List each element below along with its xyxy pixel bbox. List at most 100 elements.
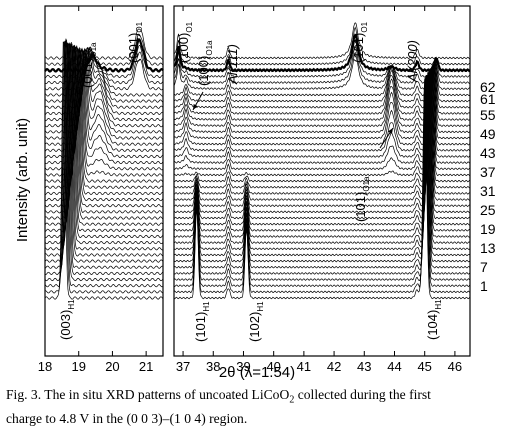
pattern-curve-left [44, 48, 164, 159]
pattern-curve-left [44, 42, 164, 263]
pattern-curve-right [173, 61, 471, 109]
pattern-curve-left [44, 44, 164, 79]
pattern-curve-right [173, 71, 471, 226]
series-label: 49 [480, 126, 496, 142]
x-tick-label: 46 [448, 359, 462, 374]
pattern-curve-left [45, 45, 163, 195]
peak-label: (101)H1 [193, 301, 211, 342]
peak-label: (001)O1a [80, 42, 98, 88]
x-tick-label: 41 [297, 359, 311, 374]
series-label: 62 [480, 79, 496, 95]
pattern-curve-right [173, 38, 471, 78]
pattern-curve-right [173, 71, 471, 214]
peak-label: (102)H1 [247, 301, 265, 342]
peak-label: (101)O1 [351, 21, 369, 63]
pattern-curve-right [173, 75, 471, 244]
diffraction-curves [44, 22, 471, 300]
pattern-curve-right [173, 33, 471, 73]
pattern-curve-left [44, 48, 164, 103]
pattern-curve-left [44, 49, 164, 183]
pattern-curve-left [44, 38, 164, 73]
peak-label: Al(200) [405, 40, 420, 83]
pattern-curve-right [173, 70, 471, 189]
series-label: 19 [480, 221, 496, 237]
pattern-curve-left [44, 46, 164, 97]
peak-label: Al(111) [225, 44, 240, 85]
pattern-curve-right [173, 26, 471, 66]
y-axis-label: Intensity (arb. unit) [14, 118, 31, 242]
pattern-curve-right [173, 78, 471, 287]
pattern-curve-right [173, 66, 471, 164]
peak-label: (101)O1a [353, 176, 371, 222]
panel-right-frame [173, 5, 471, 357]
pattern-curve-left [44, 47, 164, 189]
pattern-curve-left [44, 46, 164, 91]
pattern-curve-left [44, 45, 164, 214]
pattern-curve-left [44, 42, 164, 257]
pattern-curve-left [44, 49, 164, 140]
series-label: 7 [480, 259, 488, 275]
pattern-curve-left [44, 43, 164, 245]
peak-annotations: (001)O1a (001)O1 (100)O1(100)O1a Al(111) (10… [58, 21, 443, 342]
pattern-curve-right [173, 63, 471, 121]
series-label: 31 [480, 183, 496, 199]
pattern-curve-left [44, 43, 164, 232]
x-tick-label: 40 [266, 359, 280, 374]
pattern-curve-left [45, 46, 164, 177]
pattern-curve-left [44, 38, 164, 282]
pattern-curve-right [173, 67, 471, 158]
peak-label: (003)H1 [58, 299, 76, 340]
pattern-curve-right [173, 68, 470, 195]
x-tick-label: 44 [387, 359, 401, 374]
series-label: 37 [480, 164, 496, 180]
pattern-curve-right [173, 22, 470, 60]
pattern-curve-right [173, 68, 471, 177]
pattern-curve-right [173, 60, 471, 103]
pattern-curve-right [173, 60, 471, 97]
pattern-curve-right [173, 72, 471, 238]
pattern-curve-right [173, 78, 471, 275]
pattern-curve-right [174, 67, 471, 183]
pattern-curve-left [44, 44, 164, 220]
series-label: 13 [480, 240, 496, 256]
pattern-curve-left [44, 47, 164, 109]
pattern-curve-left [44, 46, 164, 202]
pattern-curve-left [44, 46, 164, 115]
pattern-curve-right [173, 74, 471, 269]
peak-label: (104)H1 [425, 299, 443, 340]
pattern-curve-left [44, 50, 164, 85]
annotation-arrowhead [388, 128, 393, 134]
pattern-curve-right [173, 73, 471, 220]
x-axis-label: 2θ (λ=1.54) [219, 364, 295, 381]
pattern-curve-left [44, 40, 164, 288]
pattern-curve-left [44, 33, 164, 66]
pattern-curve-right [173, 62, 471, 115]
pattern-curve-right [173, 72, 471, 201]
pattern-curve-right [173, 63, 471, 127]
pattern-curve-right [173, 74, 471, 257]
pattern-curve-right [173, 65, 471, 152]
x-tick-label: 19 [71, 359, 85, 374]
x-tick-label: 21 [139, 359, 153, 374]
pattern-curve-right [173, 75, 471, 232]
x-tick-label: 18 [38, 359, 52, 374]
pattern-curve-left [44, 46, 164, 208]
caption-line-2: charge to 4.8 V in the (0 0 3)–(1 0 4) r… [6, 410, 248, 426]
series-label: 55 [480, 107, 496, 123]
pattern-curve-right [173, 78, 471, 263]
x-tick-label: 43 [357, 359, 371, 374]
pattern-curve-right [173, 66, 471, 146]
pattern-curve-right [173, 64, 471, 140]
pattern-curve-left [44, 41, 164, 239]
pattern-curve-right [173, 46, 471, 84]
caption-line-1: Fig. 3. The in situ XRD patterns of unco… [6, 387, 431, 406]
panel-left-frame [44, 5, 164, 357]
series-label: 43 [480, 145, 496, 161]
pattern-curve-right [173, 74, 471, 251]
pattern-curve-left [44, 42, 164, 269]
x-tick-label: 37 [176, 359, 190, 374]
series-label: 1 [480, 278, 488, 294]
x-tick-label: 45 [417, 359, 431, 374]
x-tick-label: 42 [327, 359, 341, 374]
